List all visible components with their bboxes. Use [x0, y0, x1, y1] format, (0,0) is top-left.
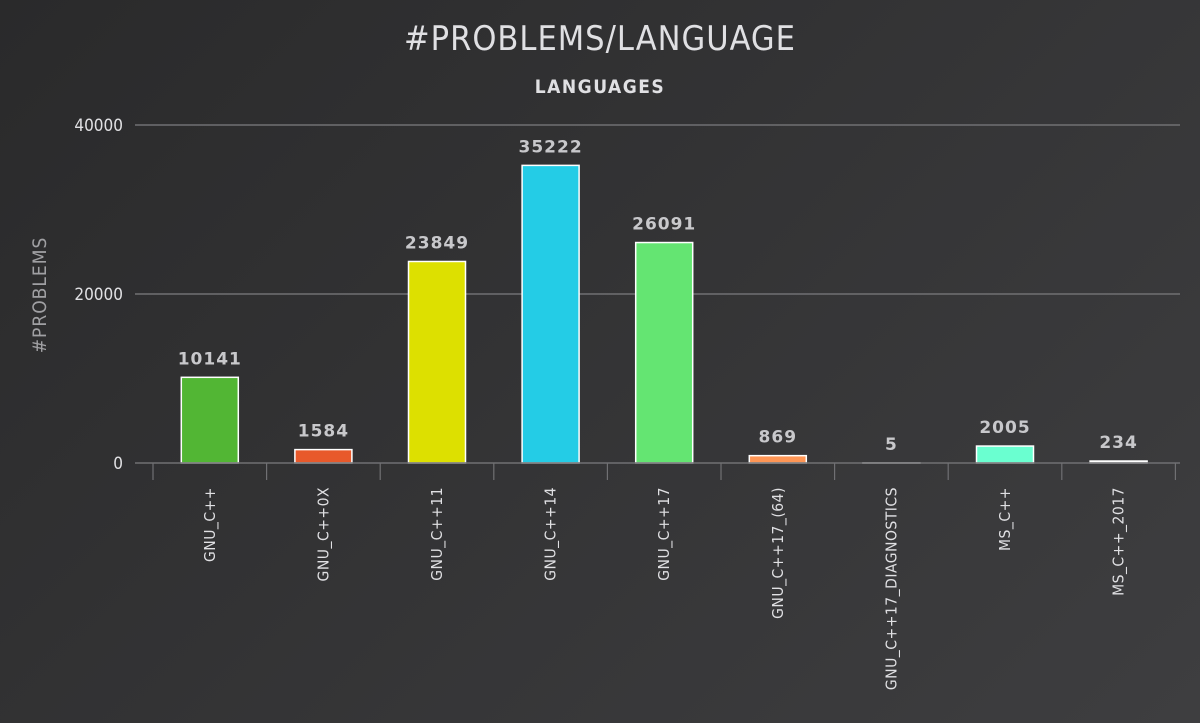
y-tick-label: 40000: [74, 116, 123, 136]
x-tick-label: MS_C++_2017: [1110, 487, 1129, 596]
x-tick-label: GNU_C++0X: [314, 487, 333, 581]
bar: [407, 260, 467, 464]
data-label: 26091: [632, 215, 696, 235]
bars: [180, 164, 1148, 464]
x-axis: GNU_C++ GNU_C++0X GNU_C++11 GNU_C++14 GNU_C+…: [135, 462, 1180, 690]
bar: [975, 445, 1035, 464]
chart-subtitle: LANGUAGES: [535, 76, 666, 98]
bar: [180, 376, 240, 464]
bar: [748, 454, 808, 464]
data-label: 234: [1099, 433, 1138, 453]
bar: [294, 448, 353, 464]
data-label: 5: [885, 435, 898, 455]
x-tick-label: GNU_C++: [201, 487, 220, 562]
y-axis: 0 20000 40000: [74, 116, 123, 474]
y-axis-label: #PROBLEMS: [29, 237, 51, 354]
x-tick-label: GNU_C++17_(64): [769, 487, 788, 619]
data-label: 10141: [178, 349, 242, 369]
y-tick-label: 0: [113, 454, 123, 474]
data-label: 1584: [298, 422, 349, 442]
bar: [634, 241, 694, 464]
data-label: 35222: [519, 137, 583, 157]
x-tick-label: GNU_C++17: [655, 487, 674, 581]
chart-title: #PROBLEMS/LANGUAGE: [404, 19, 796, 59]
y-tick-label: 20000: [74, 285, 123, 305]
data-labels: 10141 1584 23849 35222 26091 869 5 2005 234: [178, 137, 1138, 455]
data-label: 2005: [979, 418, 1030, 438]
x-tick-label: GNU_C++17_DIAGNOSTICS: [882, 487, 901, 690]
bar: [521, 164, 580, 464]
x-tick-label: MS_C++: [996, 487, 1015, 551]
data-label: 23849: [405, 233, 469, 253]
x-tick-label: GNU_C++14: [542, 487, 561, 581]
x-tick-label: GNU_C++11: [428, 487, 447, 581]
data-label: 869: [759, 428, 798, 448]
